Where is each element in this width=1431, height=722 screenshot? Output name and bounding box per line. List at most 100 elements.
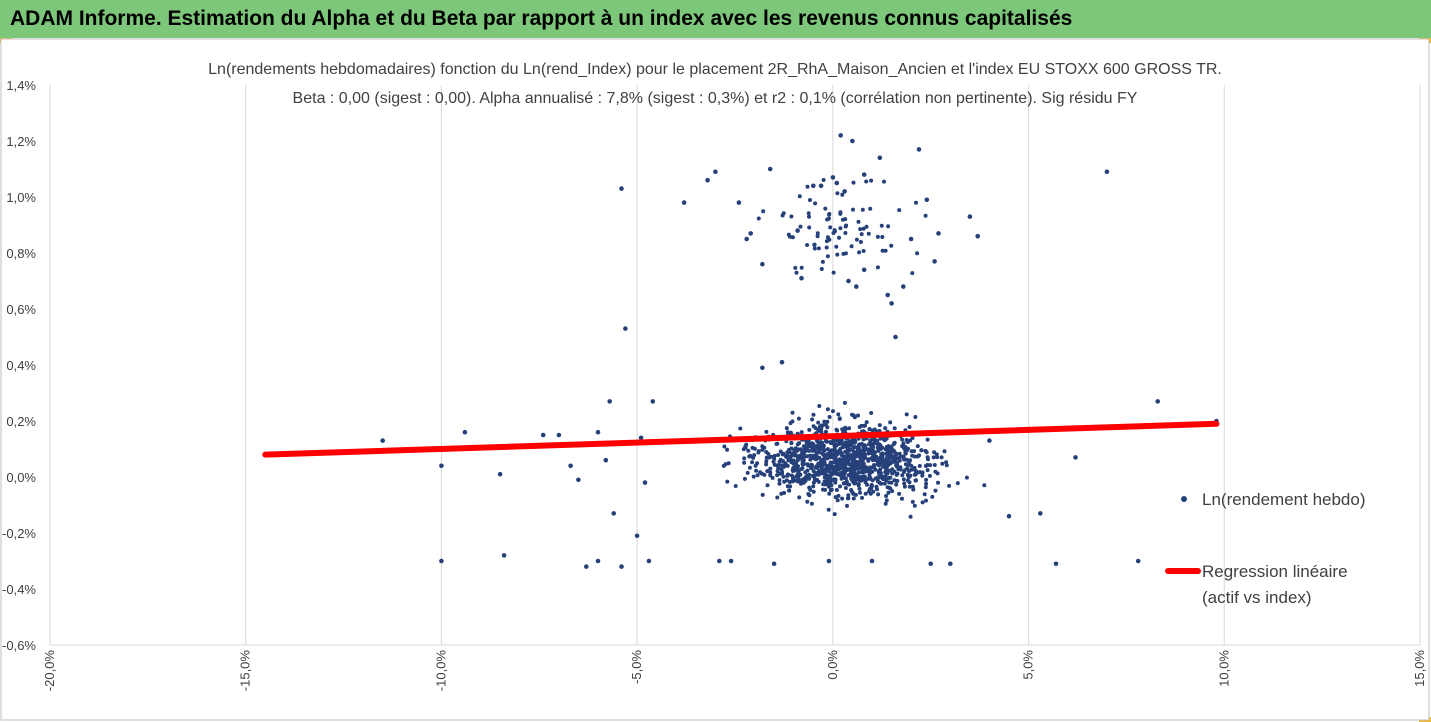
x-tick-label: 5,0%	[1021, 650, 1036, 680]
data-point	[767, 166, 773, 172]
data-point	[760, 492, 765, 497]
data-point	[877, 463, 882, 468]
data-point	[834, 180, 840, 186]
data-point	[782, 464, 787, 469]
data-point	[886, 490, 891, 495]
data-point	[823, 206, 828, 211]
data-point	[800, 462, 805, 466]
data-point	[1073, 455, 1078, 460]
data-point	[805, 454, 809, 459]
data-point	[836, 493, 841, 498]
data-point	[870, 478, 875, 483]
data-point	[862, 474, 867, 479]
x-tick-label: -10,0%	[433, 650, 448, 692]
data-point	[880, 235, 885, 239]
data-point	[902, 484, 907, 489]
data-point	[880, 248, 885, 253]
report-title: ADAM Informe. Estimation du Alpha et du …	[10, 7, 1073, 30]
data-point	[866, 458, 871, 463]
data-point	[849, 244, 854, 249]
data-point	[925, 463, 930, 467]
data-point	[924, 197, 930, 203]
data-point	[884, 498, 889, 503]
data-point	[826, 507, 831, 512]
data-point	[869, 411, 874, 415]
data-point	[840, 192, 845, 197]
data-point	[853, 481, 858, 485]
data-point	[837, 416, 842, 421]
data-point	[791, 466, 796, 470]
data-point	[907, 484, 912, 489]
data-point	[784, 426, 789, 431]
data-point	[893, 334, 898, 340]
data-point	[876, 492, 881, 497]
legend-label-scatter: Ln(rendement hebdo)	[1202, 490, 1366, 509]
regression-line-group	[262, 420, 1220, 458]
legend-label-regression-line2: (actif vs index)	[1202, 588, 1312, 607]
data-point	[809, 501, 814, 506]
data-point	[726, 461, 731, 466]
data-point	[928, 463, 933, 468]
data-point	[834, 458, 839, 463]
data-point	[904, 438, 909, 442]
data-point	[634, 533, 640, 539]
data-point	[785, 430, 790, 435]
data-point	[883, 466, 888, 470]
data-point	[681, 200, 687, 205]
data-point	[825, 407, 830, 412]
data-point	[793, 446, 798, 451]
data-point	[869, 178, 874, 183]
scatter-cloud	[721, 178, 987, 519]
data-point	[923, 485, 928, 490]
data-point	[895, 462, 900, 467]
data-point	[797, 495, 802, 500]
data-point	[884, 494, 889, 498]
data-point	[801, 444, 806, 449]
data-point	[843, 425, 848, 430]
data-point	[814, 457, 819, 462]
data-point	[987, 438, 992, 443]
data-point	[885, 471, 890, 476]
x-tick-label: 10,0%	[1216, 650, 1231, 687]
data-point	[846, 496, 851, 501]
data-point	[568, 463, 573, 469]
data-point	[858, 227, 863, 232]
data-point	[777, 481, 782, 486]
data-point	[854, 466, 859, 471]
data-point	[914, 469, 919, 474]
data-point	[870, 458, 875, 463]
data-point	[905, 472, 910, 477]
data-point	[789, 460, 794, 465]
data-point	[744, 236, 749, 242]
data-point	[756, 216, 761, 221]
data-point	[827, 212, 832, 216]
data-point	[936, 231, 941, 236]
data-point	[646, 558, 652, 564]
data-point	[795, 458, 800, 463]
data-point	[797, 194, 802, 199]
data-point	[777, 478, 782, 483]
data-point	[900, 437, 905, 442]
data-point	[882, 458, 887, 463]
data-point	[832, 447, 837, 451]
data-point	[826, 216, 831, 221]
data-point	[858, 490, 862, 495]
data-point	[864, 179, 869, 184]
data-point	[764, 450, 769, 454]
data-point	[863, 454, 867, 459]
data-point	[807, 453, 812, 458]
data-point	[855, 453, 860, 458]
data-point	[1053, 561, 1059, 567]
data-point	[856, 462, 861, 467]
data-point	[901, 284, 906, 289]
data-point	[909, 463, 914, 468]
data-point	[595, 429, 601, 435]
data-point	[886, 444, 891, 449]
data-point	[830, 175, 836, 180]
data-point	[811, 412, 816, 417]
data-point	[1038, 511, 1043, 516]
data-point	[789, 441, 794, 445]
data-point	[930, 494, 935, 499]
data-point	[852, 415, 857, 420]
data-point	[905, 478, 910, 483]
